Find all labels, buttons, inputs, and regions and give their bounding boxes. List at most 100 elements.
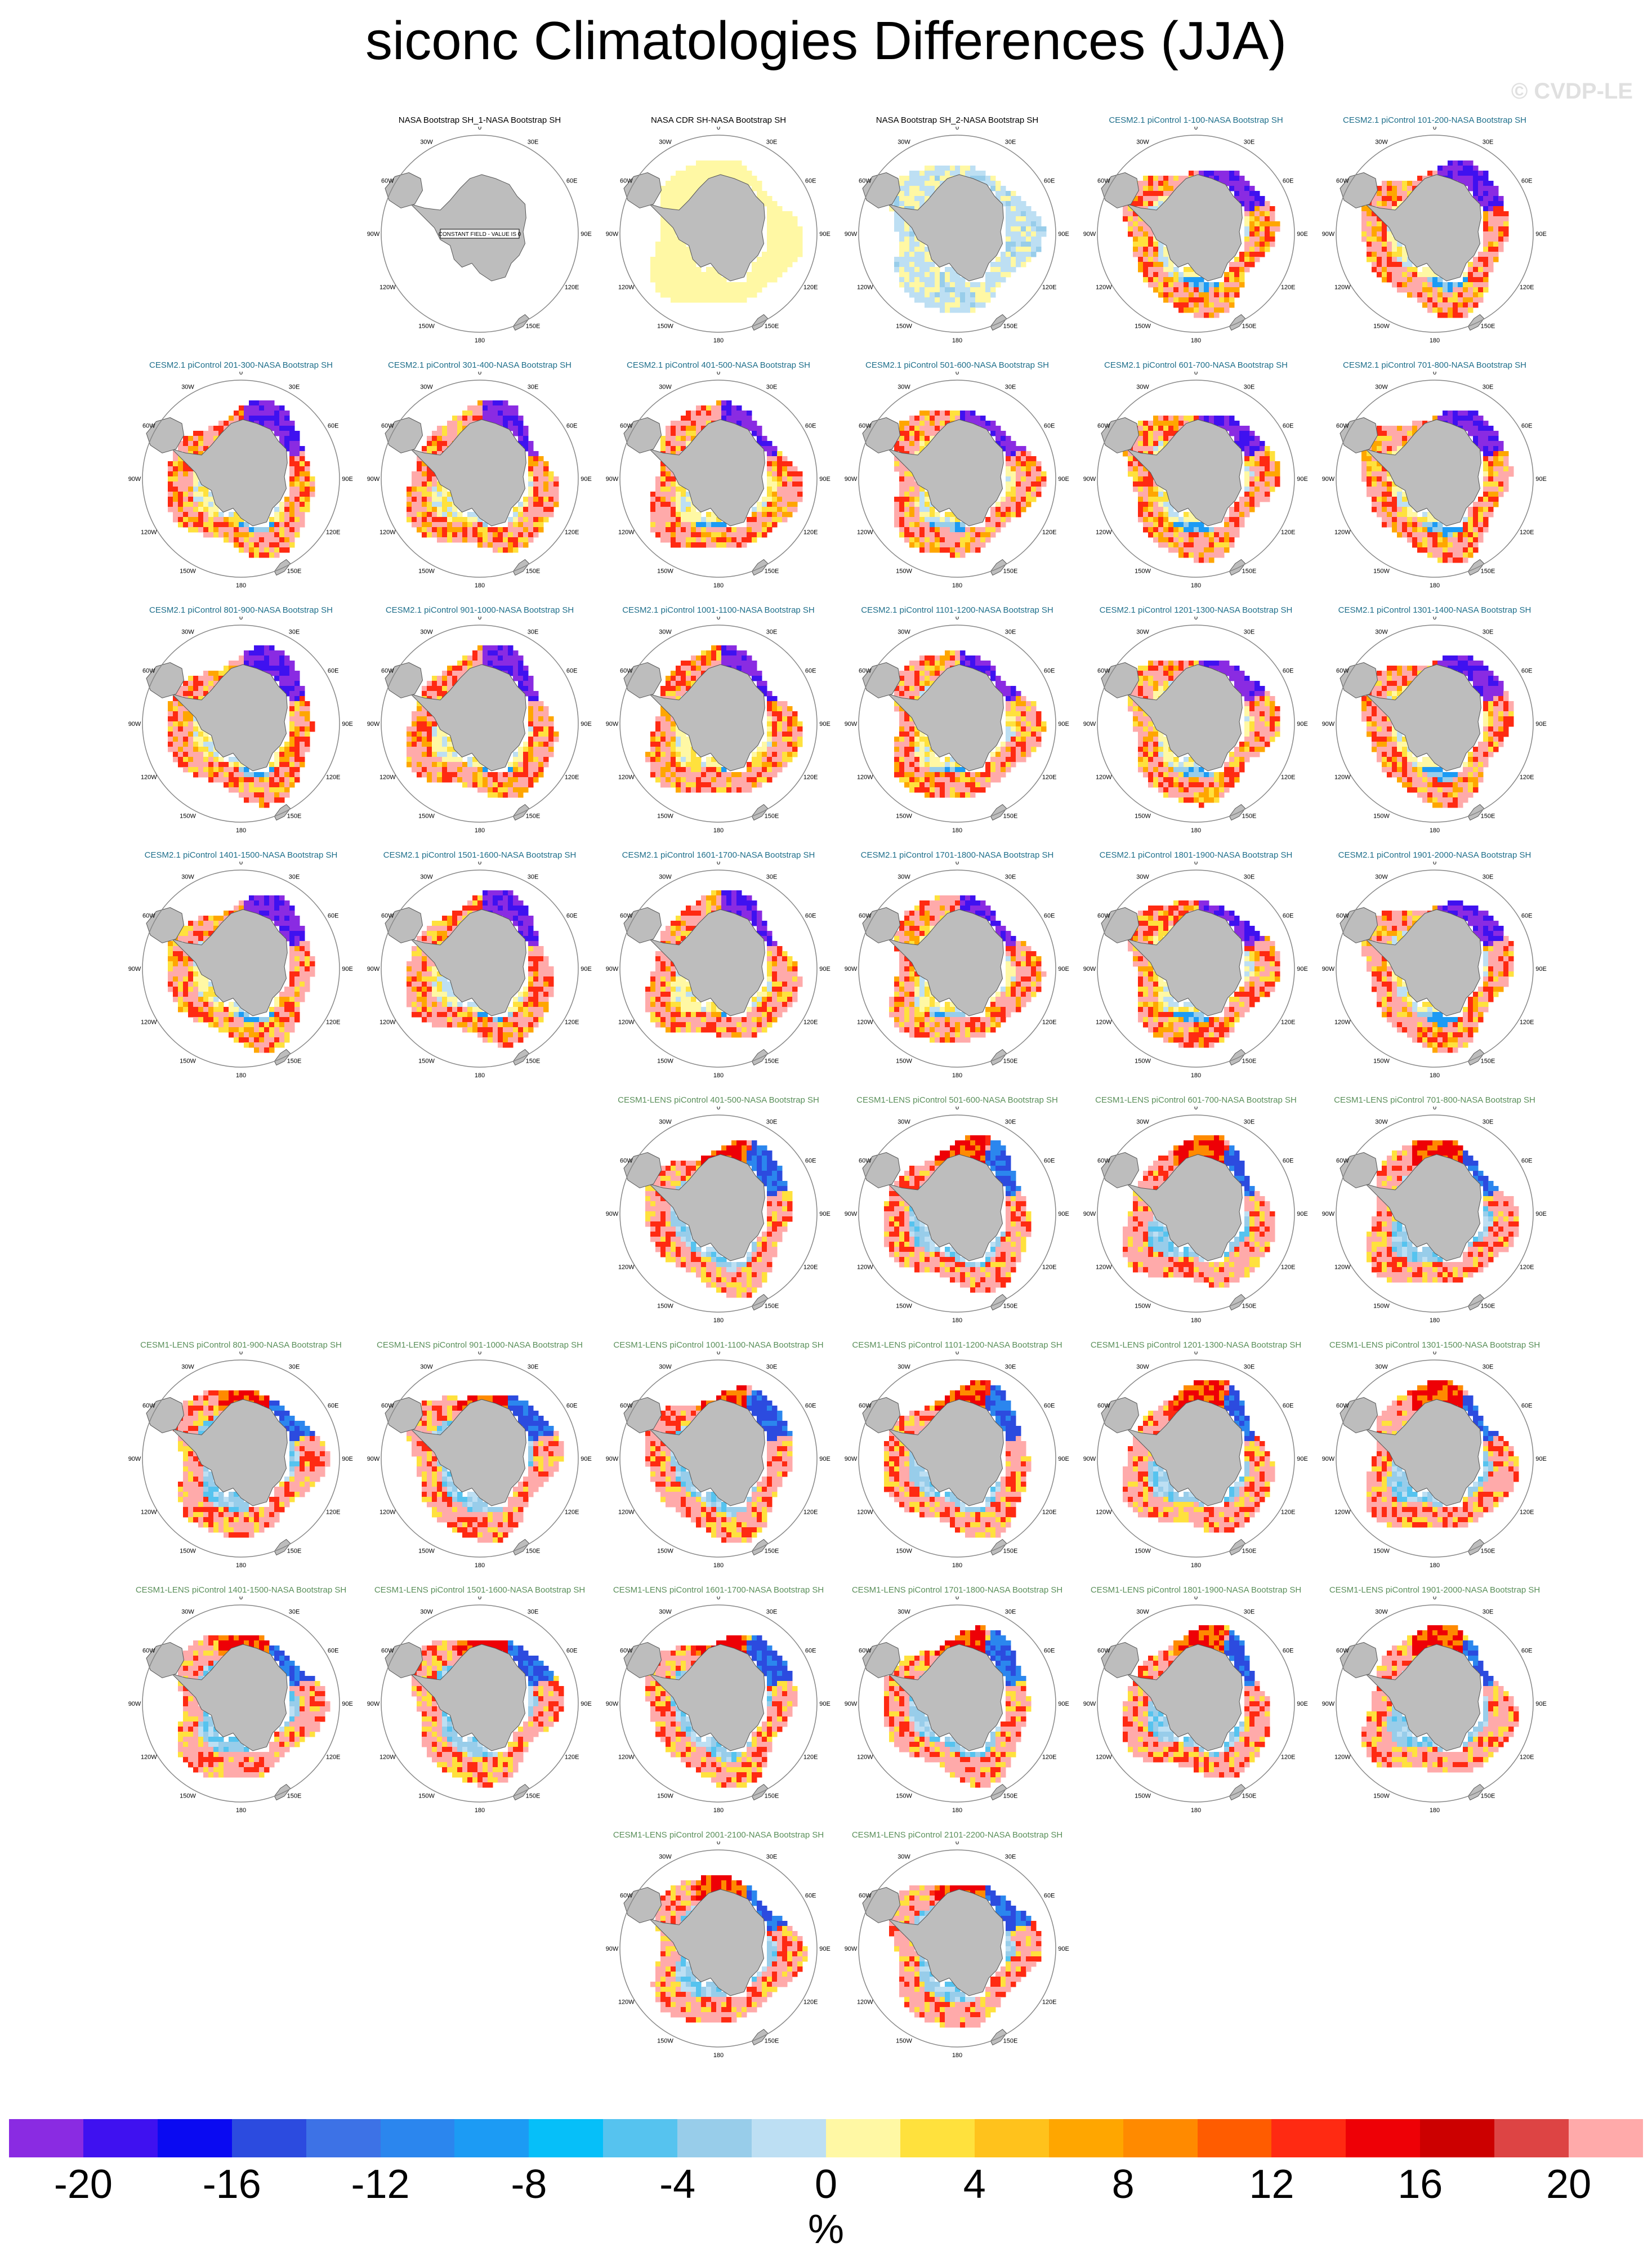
- longitude-label: 60W: [620, 913, 633, 920]
- longitude-label: 90E: [1535, 476, 1547, 483]
- longitude-label: 180: [1191, 1317, 1201, 1324]
- longitude-label: 30E: [1244, 1363, 1255, 1370]
- sea-ice-field: [407, 890, 554, 1048]
- longitude-label: 180: [952, 1562, 962, 1569]
- longitude-label: 120E: [803, 284, 818, 291]
- longitude-label: 120W: [1096, 774, 1112, 781]
- south-america-land: [1340, 1397, 1378, 1434]
- polar-map: 0 30W 60W 90W 120W 150W 180 150E 120E 90E 60E 30E: [606, 617, 831, 834]
- longitude-label: 60E: [1044, 1893, 1055, 1899]
- longitude-label: 60W: [381, 668, 394, 675]
- longitude-label: 150W: [1135, 323, 1151, 330]
- longitude-label: 0: [1194, 1352, 1198, 1356]
- map-border: [1336, 135, 1534, 333]
- longitude-label: 90E: [1535, 1456, 1547, 1462]
- longitude-label: 90E: [819, 1456, 831, 1462]
- colorbar-cell: [1420, 2119, 1495, 2157]
- longitude-label: 120W: [857, 284, 873, 291]
- sea-ice-field: [650, 160, 803, 303]
- longitude-label: 0: [478, 372, 481, 376]
- map-border: [381, 380, 579, 578]
- colorbar-cell: [1271, 2119, 1346, 2157]
- longitude-label: 30E: [528, 873, 539, 880]
- south-america-land: [862, 1152, 901, 1189]
- longitude-label: 60W: [1336, 668, 1349, 675]
- map-panel: CESM1-LENS piControl 1701-1800-NASA Boot…: [845, 1585, 1070, 1816]
- longitude-label: 30E: [1244, 873, 1255, 880]
- constant-field-label: CONSTANT FIELD - VALUE IS 0: [439, 231, 521, 238]
- colorbar-tick-label: 12: [1249, 2162, 1294, 2207]
- longitude-label: 0: [1433, 1352, 1436, 1356]
- map-border: [1336, 380, 1534, 578]
- antarctica-land: [887, 1644, 1004, 1751]
- longitude-label: 150E: [1242, 1303, 1257, 1310]
- polar-map: 0 30W 60W 90W 120W 150W 180 150E 120E 90E 60E 30E: [845, 372, 1069, 589]
- map-panel: CESM1-LENS piControl 2101-2200-NASA Boot…: [845, 1830, 1070, 2061]
- longitude-label: 0: [956, 1596, 959, 1601]
- polar-map: 0 30W 60W 90W 120W 150W 180 150E 120E 90E 60E 30E: [128, 1352, 353, 1569]
- map-border: [1336, 1114, 1534, 1313]
- longitude-label: 180: [952, 827, 962, 834]
- longitude-label: 90W: [367, 1456, 380, 1462]
- longitude-label: 90W: [128, 1701, 141, 1707]
- longitude-label: 150W: [896, 1793, 912, 1800]
- longitude-label: 150W: [1373, 1548, 1390, 1555]
- longitude-label: 60W: [1336, 1648, 1349, 1655]
- longitude-label: 150W: [1135, 1058, 1151, 1065]
- longitude-label: 30W: [898, 1853, 910, 1860]
- longitude-label: 0: [1194, 617, 1198, 621]
- map-panel: CESM2.1 piControl 1701-1800-NASA Bootstr…: [845, 850, 1070, 1081]
- polar-map: 0 30W 60W 90W 120W 150W 180 150E 120E 90E 60E 30E: [845, 617, 1069, 834]
- south-america-land: [385, 1642, 423, 1679]
- south-america-land: [862, 1397, 901, 1434]
- longitude-label: 120W: [618, 1264, 635, 1271]
- longitude-label: 120E: [1520, 284, 1534, 291]
- longitude-label: 90W: [845, 1946, 858, 1952]
- map-border: [858, 625, 1056, 823]
- watermark: © CVDP-LE: [1511, 79, 1633, 104]
- constant-field-box: [440, 229, 520, 239]
- panel-title: CESM2.1 piControl 1301-1400-NASA Bootstr…: [1338, 605, 1532, 615]
- panel-title: CESM1-LENS piControl 1301-1500-NASA Boot…: [1329, 1340, 1541, 1350]
- polar-map: 0 30W 60W 90W 120W 150W 180 150E 120E 90E 60E 30E: [845, 127, 1069, 344]
- longitude-label: 0: [478, 617, 481, 621]
- panel-title: CESM2.1 piControl 1101-1200-NASA Bootstr…: [861, 605, 1053, 615]
- longitude-label: 180: [952, 1807, 962, 1814]
- longitude-label: 180: [236, 1562, 246, 1569]
- map-border: [619, 1604, 818, 1803]
- panel-title: CESM1-LENS piControl 601-700-NASA Bootst…: [1095, 1095, 1297, 1105]
- longitude-label: 30E: [1244, 628, 1255, 635]
- longitude-label: 30E: [1005, 1853, 1016, 1860]
- longitude-label: 30W: [659, 1853, 672, 1860]
- longitude-label: 150E: [287, 1793, 302, 1800]
- panel-title: CESM1-LENS piControl 1101-1200-NASA Boot…: [852, 1340, 1062, 1350]
- longitude-label: 90E: [1297, 966, 1308, 973]
- longitude-label: 60E: [1044, 913, 1055, 920]
- map-border: [142, 1359, 340, 1558]
- longitude-label: 150E: [765, 813, 779, 820]
- longitude-label: 0: [1433, 1107, 1436, 1111]
- polar-map: 0 30W 60W 90W 120W 150W 180 150E 120E 90E 60E 30E: [1322, 862, 1547, 1079]
- longitude-label: 0: [1194, 127, 1198, 131]
- longitude-label: 150E: [1003, 813, 1018, 820]
- longitude-label: 30E: [1005, 1118, 1016, 1125]
- longitude-label: 60W: [381, 1403, 394, 1410]
- map-border: [619, 1359, 818, 1558]
- longitude-label: 60W: [1336, 423, 1349, 430]
- longitude-label: 60E: [805, 1893, 816, 1899]
- longitude-label: 150E: [1481, 323, 1495, 330]
- longitude-label: 120E: [803, 1999, 818, 2006]
- longitude-label: 90W: [845, 1456, 858, 1462]
- longitude-label: 120E: [1281, 1754, 1296, 1761]
- longitude-label: 60W: [620, 178, 633, 185]
- longitude-label: 90E: [1535, 966, 1547, 973]
- longitude-label: 150E: [526, 1793, 541, 1800]
- longitude-label: 30E: [289, 1363, 300, 1370]
- longitude-label: 120E: [1281, 529, 1296, 536]
- longitude-label: 120E: [326, 1509, 341, 1516]
- longitude-label: 120E: [565, 1754, 579, 1761]
- colorbar-tick-label: 0: [814, 2162, 838, 2207]
- sea-ice-field: [1367, 1380, 1519, 1528]
- map-border: [142, 1604, 340, 1803]
- colorbar-tick-label: 16: [1397, 2162, 1443, 2207]
